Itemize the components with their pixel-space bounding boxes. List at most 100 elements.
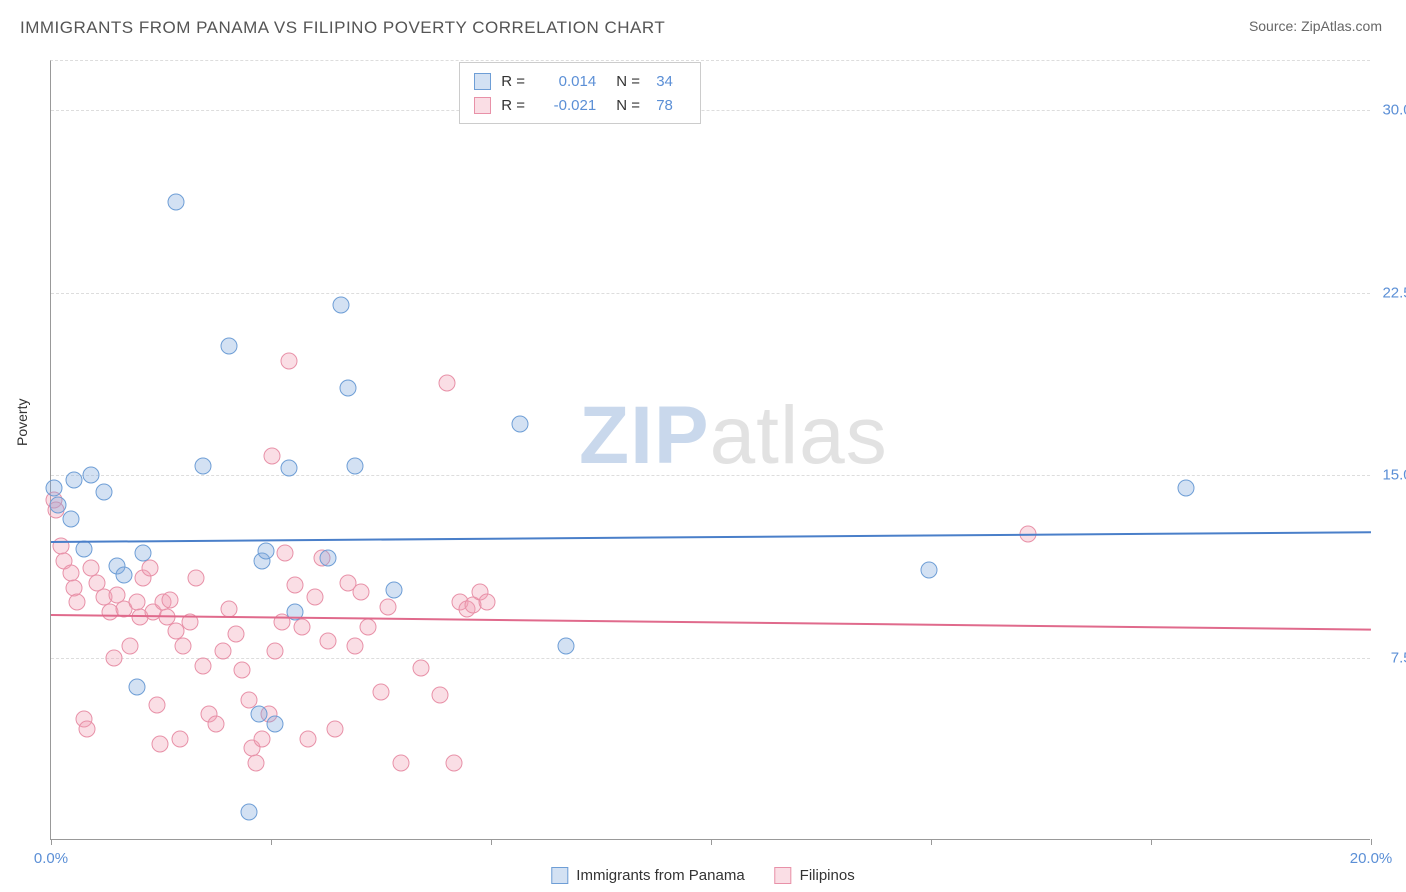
swatch-icon: [474, 97, 491, 114]
scatter-point: [105, 650, 122, 667]
scatter-point: [69, 594, 86, 611]
scatter-point: [920, 562, 937, 579]
gridline-h: [51, 475, 1370, 476]
scatter-point: [79, 720, 96, 737]
scatter-point: [142, 560, 159, 577]
scatter-point: [293, 618, 310, 635]
scatter-point: [214, 642, 231, 659]
scatter-point: [250, 706, 267, 723]
scatter-point: [62, 511, 79, 528]
scatter-point: [280, 352, 297, 369]
scatter-point: [320, 550, 337, 567]
xtick-mark: [271, 839, 272, 845]
scatter-point: [445, 755, 462, 772]
r-label: R =: [501, 97, 531, 114]
scatter-point: [135, 545, 152, 562]
scatter-point: [168, 194, 185, 211]
r-value: -0.021: [541, 97, 596, 114]
watermark-part1: ZIP: [579, 390, 710, 481]
plot-area: ZIPatlas 7.5%15.0%22.5%30.0%0.0%20.0%: [50, 60, 1370, 840]
bottom-legend: Immigrants from Panama Filipinos: [551, 867, 854, 884]
n-label: N =: [616, 73, 646, 90]
scatter-point: [478, 594, 495, 611]
chart-title: IMMIGRANTS FROM PANAMA VS FILIPINO POVER…: [20, 18, 665, 38]
regression-line: [51, 614, 1371, 631]
xtick-label: 20.0%: [1350, 850, 1393, 867]
xtick-mark: [1151, 839, 1152, 845]
n-value: 78: [656, 97, 686, 114]
scatter-point: [353, 584, 370, 601]
legend-label: Filipinos: [800, 867, 855, 884]
scatter-point: [46, 479, 63, 496]
scatter-point: [300, 730, 317, 747]
legend-item-panama: Immigrants from Panama: [551, 867, 744, 884]
y-axis-label: Poverty: [14, 399, 30, 446]
scatter-point: [115, 567, 132, 584]
watermark-part2: atlas: [710, 390, 888, 481]
scatter-point: [392, 755, 409, 772]
scatter-point: [95, 484, 112, 501]
legend-item-filipinos: Filipinos: [775, 867, 855, 884]
n-label: N =: [616, 97, 646, 114]
xtick-mark: [931, 839, 932, 845]
scatter-point: [171, 730, 188, 747]
scatter-point: [386, 581, 403, 598]
xtick-mark: [1371, 839, 1372, 845]
chart-container: IMMIGRANTS FROM PANAMA VS FILIPINO POVER…: [0, 0, 1406, 892]
scatter-point: [340, 379, 357, 396]
scatter-point: [412, 659, 429, 676]
scatter-point: [1178, 479, 1195, 496]
scatter-point: [175, 638, 192, 655]
scatter-point: [379, 599, 396, 616]
stats-row: R = -0.021 N = 78: [474, 93, 686, 117]
scatter-point: [326, 720, 343, 737]
scatter-point: [227, 625, 244, 642]
ytick-label: 15.0%: [1382, 467, 1406, 484]
swatch-icon: [551, 867, 568, 884]
watermark: ZIPatlas: [579, 389, 888, 483]
legend-label: Immigrants from Panama: [576, 867, 744, 884]
source-label: Source: ZipAtlas.com: [1249, 18, 1382, 34]
ytick-label: 22.5%: [1382, 284, 1406, 301]
scatter-point: [373, 684, 390, 701]
scatter-point: [432, 686, 449, 703]
scatter-point: [287, 577, 304, 594]
gridline-h: [51, 293, 1370, 294]
ytick-label: 7.5%: [1391, 650, 1406, 667]
scatter-point: [208, 716, 225, 733]
scatter-point: [128, 679, 145, 696]
regression-line: [51, 531, 1371, 543]
scatter-point: [280, 460, 297, 477]
scatter-point: [320, 633, 337, 650]
scatter-point: [277, 545, 294, 562]
scatter-point: [346, 457, 363, 474]
scatter-point: [333, 296, 350, 313]
scatter-point: [82, 467, 99, 484]
r-label: R =: [501, 73, 531, 90]
n-value: 34: [656, 73, 686, 90]
xtick-mark: [711, 839, 712, 845]
scatter-point: [194, 657, 211, 674]
scatter-point: [307, 589, 324, 606]
gridline-h: [51, 110, 1370, 111]
gridline-h: [51, 658, 1370, 659]
scatter-point: [148, 696, 165, 713]
xtick-mark: [491, 839, 492, 845]
scatter-point: [122, 638, 139, 655]
scatter-point: [359, 618, 376, 635]
scatter-point: [188, 569, 205, 586]
r-value: 0.014: [541, 73, 596, 90]
scatter-point: [511, 416, 528, 433]
swatch-icon: [775, 867, 792, 884]
scatter-point: [247, 755, 264, 772]
swatch-icon: [474, 73, 491, 90]
scatter-point: [267, 642, 284, 659]
stats-legend-box: R = 0.014 N = 34 R = -0.021 N = 78: [459, 62, 701, 124]
scatter-point: [257, 542, 274, 559]
scatter-point: [234, 662, 251, 679]
xtick-mark: [51, 839, 52, 845]
ytick-label: 30.0%: [1382, 101, 1406, 118]
scatter-point: [161, 591, 178, 608]
scatter-point: [254, 730, 271, 747]
scatter-point: [194, 457, 211, 474]
